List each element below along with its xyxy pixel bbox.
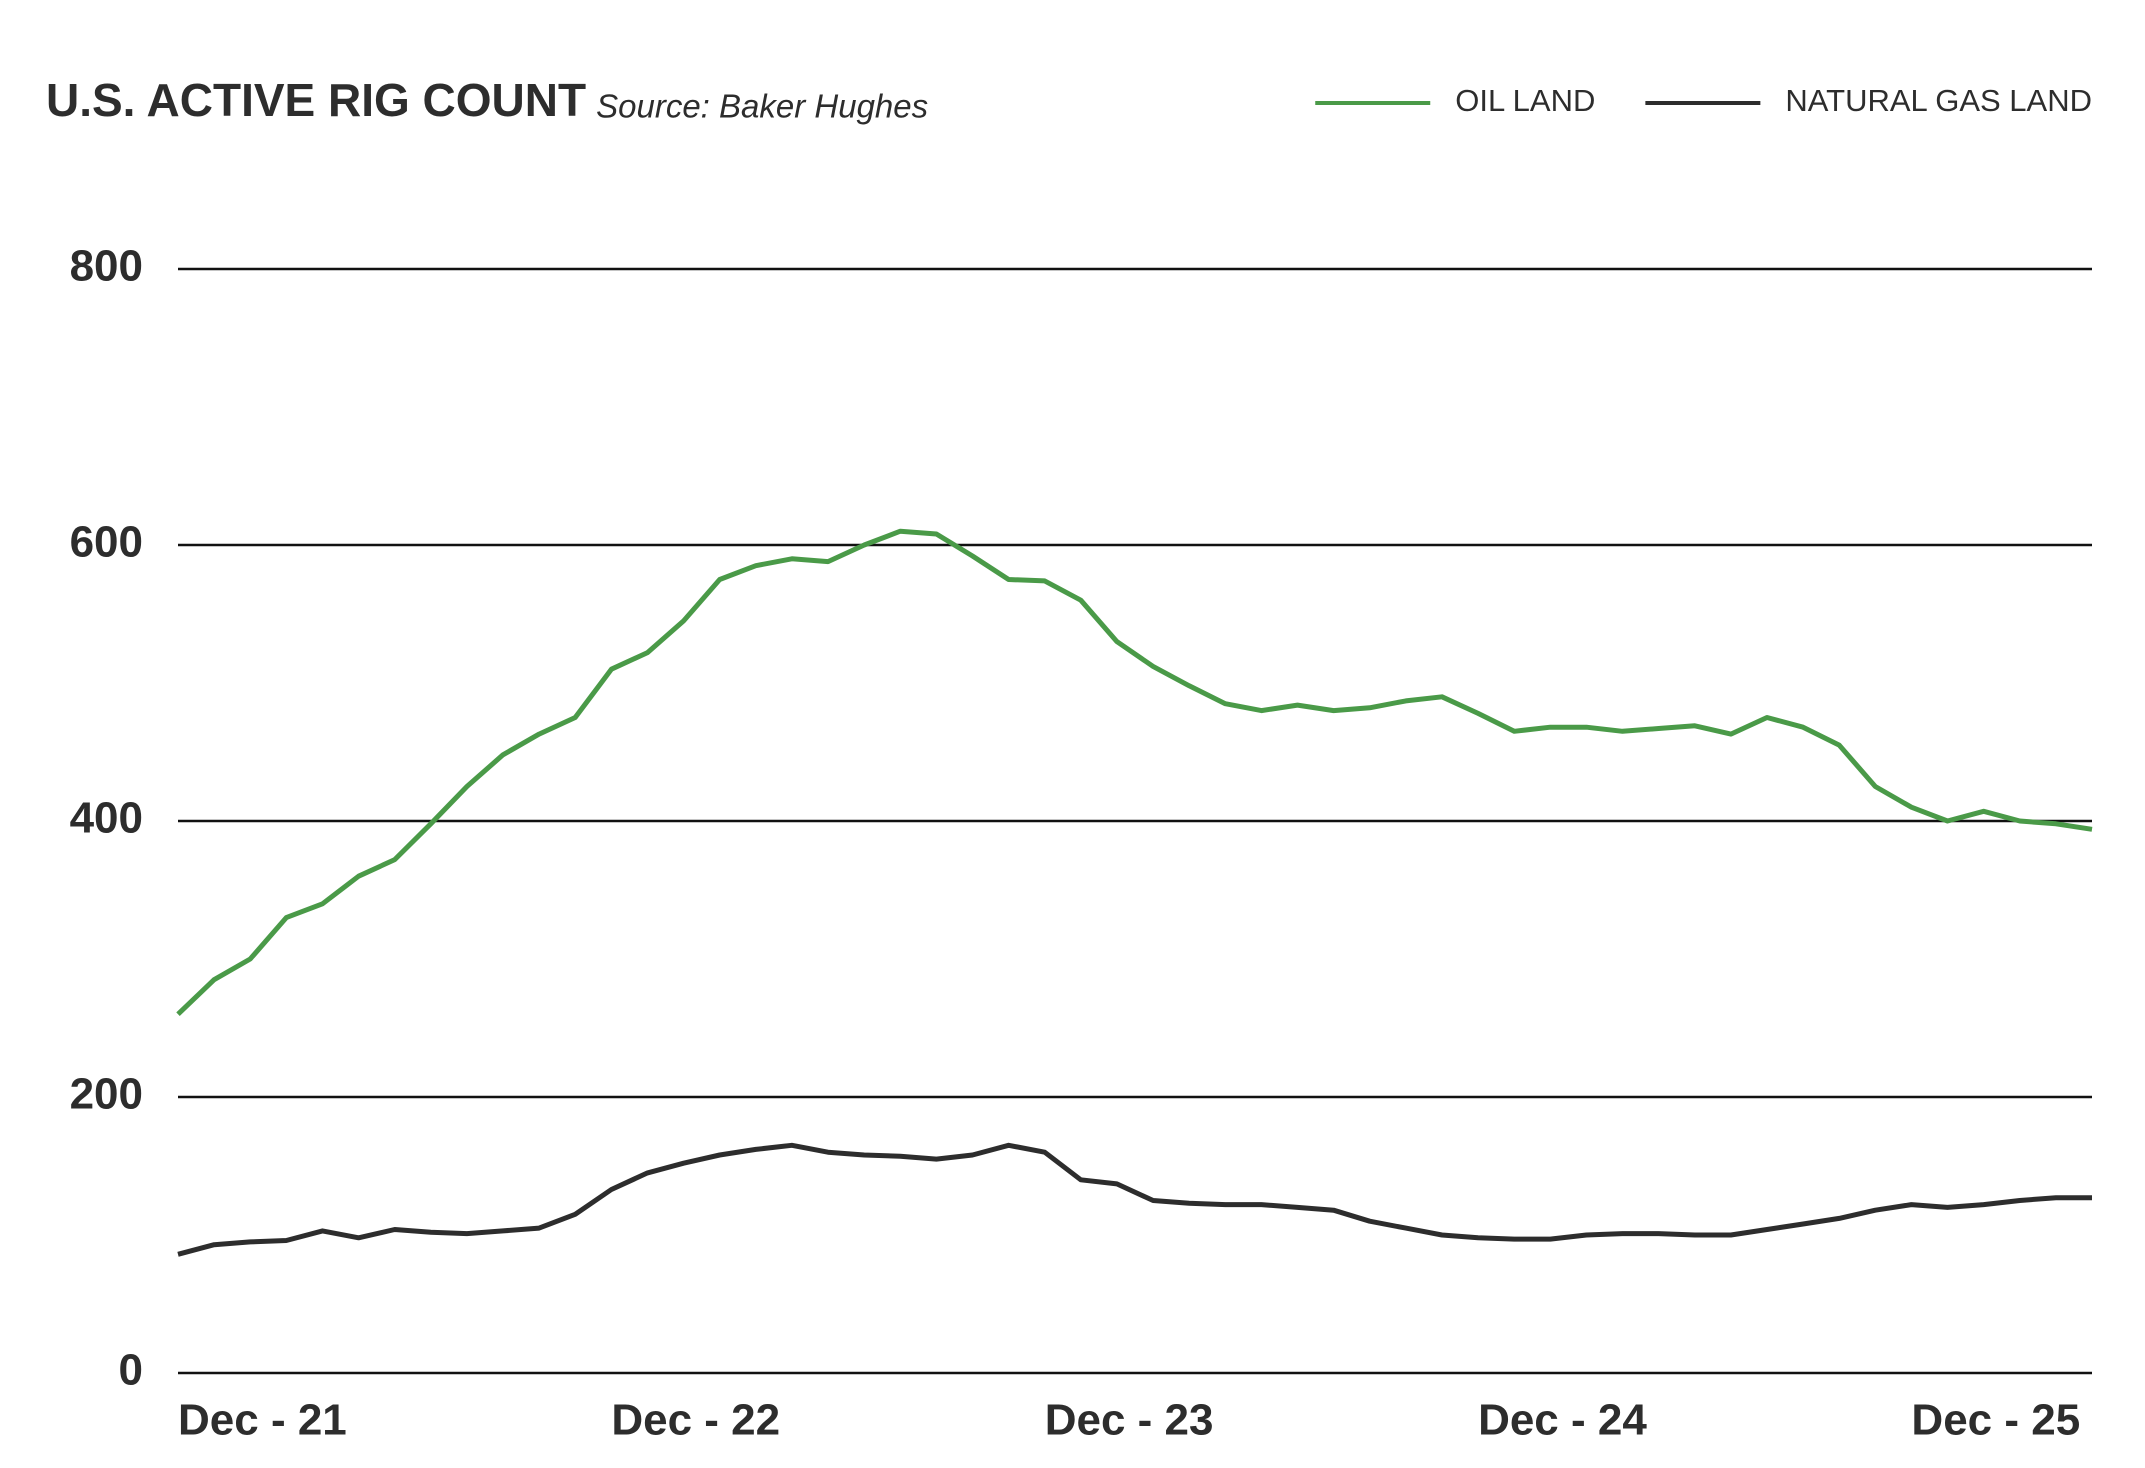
y-tick-label: 600 (70, 518, 143, 567)
x-tick-label: Dec - 23 (1045, 1396, 1214, 1445)
y-tick-label: 200 (70, 1070, 143, 1119)
y-tick-label: 400 (70, 794, 143, 843)
x-tick-label: Dec - 24 (1478, 1396, 1647, 1445)
x-tick-label: Dec - 21 (178, 1396, 347, 1445)
legend-label: NATURAL GAS LAND (1785, 83, 2092, 118)
x-tick-label: Dec - 25 (1911, 1396, 2080, 1445)
y-tick-label: 0 (119, 1346, 143, 1395)
y-tick-label: 800 (70, 242, 143, 291)
data-line (176, 528, 2093, 1017)
chart-subtitle: Source: Baker Hughes (596, 88, 928, 125)
data-line (177, 1142, 2092, 1257)
chart-title: U.S. ACTIVE RIG COUNT (46, 74, 586, 126)
legend-label: OIL LAND (1455, 83, 1595, 118)
x-tick-label: Dec - 22 (611, 1396, 780, 1445)
